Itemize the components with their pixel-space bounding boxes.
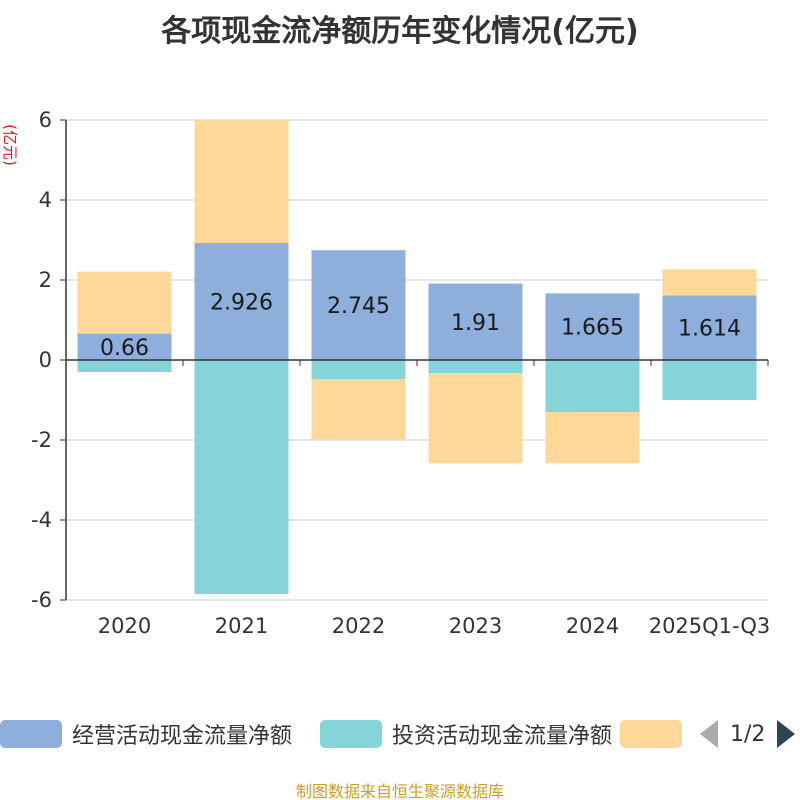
bar-financing-2024[interactable] bbox=[545, 412, 640, 464]
bar-investing-2021[interactable] bbox=[194, 360, 289, 594]
y-axis-label: (亿元) bbox=[1, 124, 19, 166]
y-tick-label: -2 bbox=[31, 428, 52, 452]
bar-financing-2025Q1-Q3[interactable] bbox=[662, 269, 757, 296]
bar-investing-2025Q1-Q3[interactable] bbox=[662, 360, 757, 400]
y-tick-label: -6 bbox=[31, 588, 52, 612]
grid-layer bbox=[66, 119, 768, 601]
legend-item-financing[interactable] bbox=[620, 716, 692, 752]
y-tick-label: -4 bbox=[31, 508, 52, 532]
bar-investing-2020[interactable] bbox=[77, 360, 172, 372]
legend-label-operating: 经营活动现金流量净额 bbox=[72, 724, 293, 749]
x-tick-label: 2022 bbox=[332, 614, 385, 638]
bars-layer bbox=[77, 120, 757, 594]
data-label-2020: 0.66 bbox=[100, 336, 149, 361]
data-label-2022: 2.745 bbox=[327, 294, 390, 319]
legend-item-operating[interactable]: 经营活动现金流量净额 bbox=[0, 716, 292, 752]
label-layer: 6 4 2 0 -2 -4 -6 0.66 2020 2.926 2021 2.745 2022 1.91… bbox=[31, 108, 770, 638]
bar-financing-2021[interactable] bbox=[194, 120, 289, 243]
bar-operating-2020[interactable] bbox=[77, 333, 172, 360]
data-label-2024: 1.665 bbox=[561, 316, 624, 341]
bar-financing-2023[interactable] bbox=[428, 373, 523, 464]
y-tick-label: 2 bbox=[39, 268, 52, 292]
bar-operating-2025Q1-Q3[interactable] bbox=[662, 295, 757, 360]
x-tick-label: 2021 bbox=[215, 614, 268, 638]
legend: 经营活动现金流量净额 投资活动现金流量净额 1/2 bbox=[0, 716, 800, 756]
bar-investing-2024[interactable] bbox=[545, 360, 640, 412]
y-tick-label: 6 bbox=[39, 108, 52, 132]
bar-operating-2024[interactable] bbox=[545, 293, 640, 360]
axis-layer bbox=[60, 119, 769, 601]
bar-operating-2023[interactable] bbox=[428, 283, 523, 360]
legend-next-page-icon[interactable] bbox=[777, 720, 796, 748]
y-tick-label: 0 bbox=[39, 348, 52, 372]
legend-swatch-operating bbox=[0, 720, 62, 748]
legend-page-indicator: 1/2 bbox=[730, 721, 766, 747]
chart-title: 各项现金流净额历年变化情况(亿元) bbox=[161, 14, 639, 49]
data-label-2025Q1-Q3: 1.614 bbox=[678, 317, 741, 342]
bar-operating-2021[interactable] bbox=[194, 242, 289, 360]
x-tick-label: 2025Q1-Q3 bbox=[649, 614, 771, 638]
bar-financing-2022[interactable] bbox=[311, 379, 406, 440]
legend-swatch-financing bbox=[620, 720, 682, 748]
legend-swatch-investing bbox=[320, 720, 382, 748]
bar-investing-2022[interactable] bbox=[311, 360, 406, 380]
bar-financing-2020[interactable] bbox=[77, 271, 172, 334]
data-source-note: 制图数据来自恒生聚源数据库 bbox=[295, 782, 504, 800]
x-tick-label: 2024 bbox=[566, 614, 619, 638]
y-tick-label: 4 bbox=[39, 188, 52, 212]
bar-investing-2023[interactable] bbox=[428, 360, 523, 374]
data-label-2021: 2.926 bbox=[210, 290, 273, 315]
x-tick-label: 2023 bbox=[449, 614, 502, 638]
data-label-2023: 1.91 bbox=[451, 311, 500, 336]
legend-label-investing: 投资活动现金流量净额 bbox=[392, 724, 613, 749]
legend-item-investing[interactable]: 投资活动现金流量净额 bbox=[320, 716, 612, 752]
legend-pager: 1/2 bbox=[700, 716, 796, 752]
x-tick-label: 2020 bbox=[98, 614, 151, 638]
legend-prev-page-icon[interactable] bbox=[700, 720, 718, 748]
bar-operating-2022[interactable] bbox=[311, 250, 406, 360]
